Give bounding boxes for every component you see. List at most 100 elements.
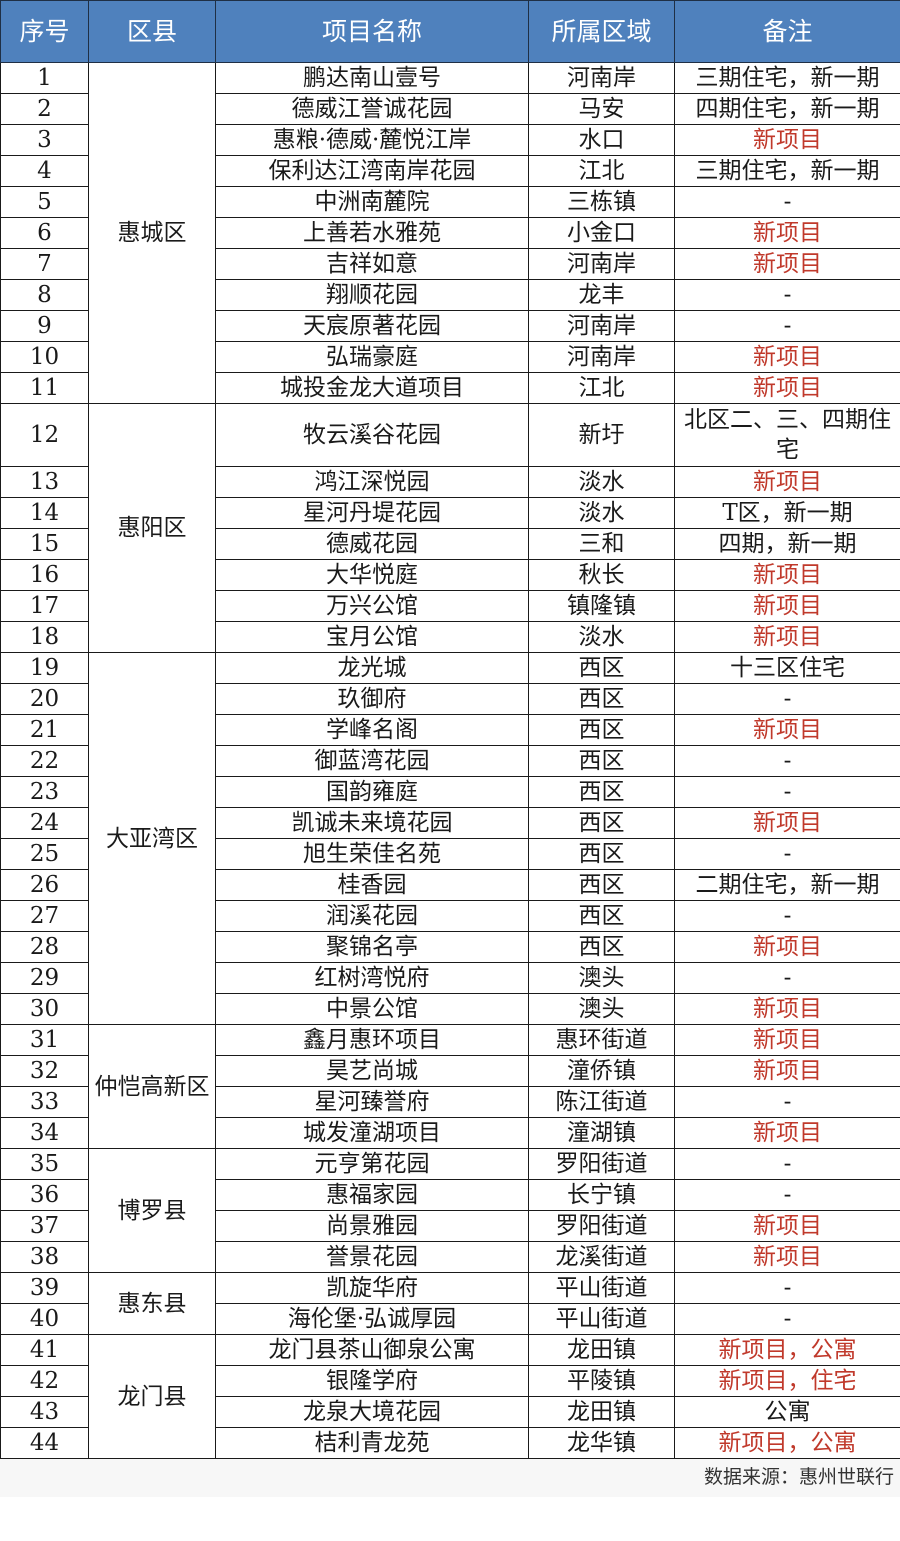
area-name: 陈江街道 — [528, 1086, 675, 1118]
area-name: 罗阳街道 — [528, 1148, 675, 1180]
table-row: 5 中洲南麓院 三栋镇 - — [0, 186, 900, 218]
project-name: 龙光城 — [215, 652, 529, 684]
note-cell: 新项目 — [674, 993, 900, 1025]
project-name: 鑫月惠环项目 — [215, 1024, 529, 1056]
table-row: 25 旭生荣佳名苑 西区 - — [0, 838, 900, 870]
note-cell: - — [674, 838, 900, 870]
project-name: 聚锦名亭 — [215, 931, 529, 963]
note-cell: 四期住宅，新一期 — [674, 93, 900, 125]
header-no: 序号 — [0, 0, 89, 63]
note-cell: 新项目 — [674, 248, 900, 280]
project-name: 玖御府 — [215, 683, 529, 715]
area-name: 潼侨镇 — [528, 1055, 675, 1087]
district-cell: 龙门县 — [88, 1334, 216, 1459]
table-row: 12 惠阳区 牧云溪谷花园 新圩 北区二、三、四期住宅 — [0, 403, 900, 653]
project-name: 万兴公馆 — [215, 590, 529, 622]
row-number: 28 — [0, 931, 89, 963]
project-name: 保利达江湾南岸花园 — [215, 155, 529, 187]
note-cell: - — [674, 1148, 900, 1180]
table-row: 39 惠东县 凯旋华府 平山街道 - — [0, 1272, 900, 1335]
project-name: 龙门县茶山御泉公寓 — [215, 1334, 529, 1366]
note-cell: 新项目 — [674, 1024, 900, 1056]
note-cell: 新项目 — [674, 1241, 900, 1273]
area-name: 西区 — [528, 652, 675, 684]
area-name: 小金口 — [528, 217, 675, 249]
project-name: 学峰名阁 — [215, 714, 529, 746]
table-row: 18 宝月公馆 淡水 新项目 — [0, 621, 900, 653]
project-name: 润溪花园 — [215, 900, 529, 932]
row-number: 14 — [0, 497, 89, 529]
table-row: 34 城发潼湖项目 潼湖镇 新项目 — [0, 1117, 900, 1149]
area-name: 三和 — [528, 528, 675, 560]
project-name: 城发潼湖项目 — [215, 1117, 529, 1149]
note-cell: 新项目 — [674, 559, 900, 591]
row-number: 16 — [0, 559, 89, 591]
row-number: 29 — [0, 962, 89, 994]
table-row: 40 海伦堡·弘诚厚园 平山街道 - — [0, 1303, 900, 1335]
row-number: 19 — [0, 652, 89, 684]
row-number: 38 — [0, 1241, 89, 1273]
row-number: 43 — [0, 1396, 89, 1428]
area-name: 平陵镇 — [528, 1365, 675, 1397]
note-cell: 十三区住宅 — [674, 652, 900, 684]
row-number: 3 — [0, 124, 89, 156]
district-cell: 仲恺高新区 — [88, 1024, 216, 1149]
note-cell: 新项目 — [674, 1210, 900, 1242]
table-row: 41 龙门县 龙门县茶山御泉公寓 龙田镇 新项目，公寓 — [0, 1334, 900, 1459]
note-cell: 新项目 — [674, 621, 900, 653]
area-name: 西区 — [528, 745, 675, 777]
note-cell: 新项目 — [674, 217, 900, 249]
note-cell: 新项目 — [674, 124, 900, 156]
note-cell: - — [674, 279, 900, 311]
row-number: 37 — [0, 1210, 89, 1242]
note-cell: 新项目 — [674, 931, 900, 963]
area-name: 西区 — [528, 807, 675, 839]
row-number: 34 — [0, 1117, 89, 1149]
area-name: 河南岸 — [528, 310, 675, 342]
area-name: 长宁镇 — [528, 1179, 675, 1211]
row-number: 27 — [0, 900, 89, 932]
table-row: 15 德威花园 三和 四期，新一期 — [0, 528, 900, 560]
project-name: 昊艺尚城 — [215, 1055, 529, 1087]
row-number: 36 — [0, 1179, 89, 1211]
area-name: 龙溪街道 — [528, 1241, 675, 1273]
note-cell: 新项目，公寓 — [674, 1334, 900, 1366]
project-name: 御蓝湾花园 — [215, 745, 529, 777]
note-cell: - — [674, 745, 900, 777]
row-number: 6 — [0, 217, 89, 249]
area-name: 新圩 — [528, 403, 675, 467]
row-number: 17 — [0, 590, 89, 622]
project-name: 牧云溪谷花园 — [215, 403, 529, 467]
district-cell: 博罗县 — [88, 1148, 216, 1273]
project-name: 尚景雅园 — [215, 1210, 529, 1242]
note-cell: 新项目，公寓 — [674, 1427, 900, 1459]
table-row: 36 惠福家园 长宁镇 - — [0, 1179, 900, 1211]
row-number: 11 — [0, 372, 89, 404]
project-name: 城投金龙大道项目 — [215, 372, 529, 404]
table-row: 21 学峰名阁 西区 新项目 — [0, 714, 900, 746]
row-number: 1 — [0, 62, 89, 94]
area-name: 西区 — [528, 931, 675, 963]
table-row: 44 桔利青龙苑 龙华镇 新项目，公寓 — [0, 1427, 900, 1459]
row-number: 30 — [0, 993, 89, 1025]
table-row: 1 惠城区 鹏达南山壹号 河南岸 三期住宅，新一期 — [0, 62, 900, 404]
row-number: 8 — [0, 279, 89, 311]
table-row: 11 城投金龙大道项目 江北 新项目 — [0, 372, 900, 404]
area-name: 西区 — [528, 900, 675, 932]
row-number: 10 — [0, 341, 89, 373]
row-number: 20 — [0, 683, 89, 715]
note-cell: 新项目 — [674, 1117, 900, 1149]
project-name: 凯旋华府 — [215, 1272, 529, 1304]
project-name: 上善若水雅苑 — [215, 217, 529, 249]
note-cell: 新项目，住宅 — [674, 1365, 900, 1397]
row-number: 44 — [0, 1427, 89, 1459]
project-name: 中景公馆 — [215, 993, 529, 1025]
table-row: 22 御蓝湾花园 西区 - — [0, 745, 900, 777]
table-row: 27 润溪花园 西区 - — [0, 900, 900, 932]
project-name: 大华悦庭 — [215, 559, 529, 591]
table-row: 7 吉祥如意 河南岸 新项目 — [0, 248, 900, 280]
row-number: 13 — [0, 466, 89, 498]
row-number: 40 — [0, 1303, 89, 1335]
row-number: 25 — [0, 838, 89, 870]
table-row: 13 鸿江深悦园 淡水 新项目 — [0, 466, 900, 498]
